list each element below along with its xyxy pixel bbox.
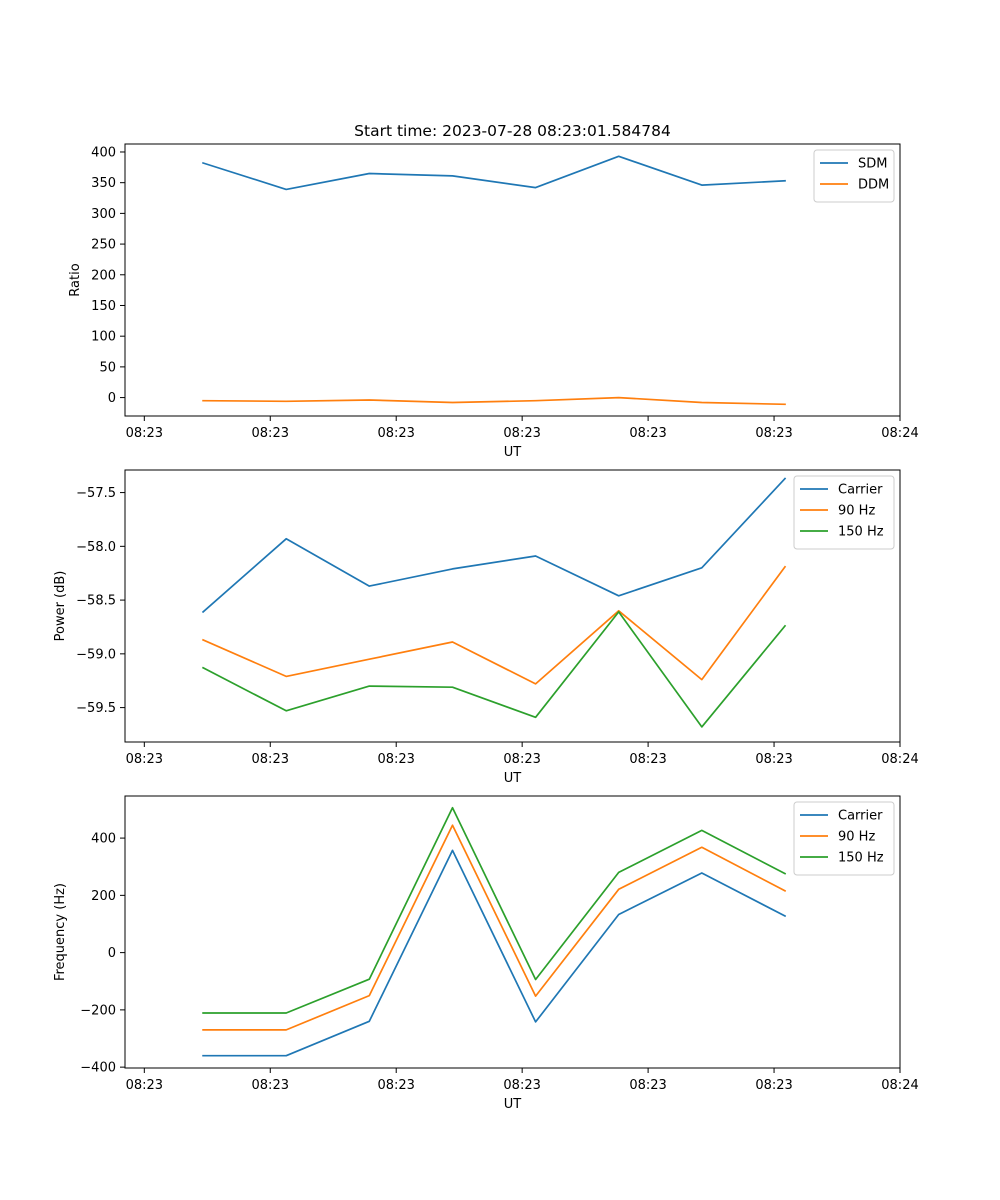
chart-title: Start time: 2023-07-28 08:23:01.584784	[354, 122, 671, 140]
x-tick-label: 08:23	[377, 1078, 414, 1093]
legend-label: 150 Hz	[838, 851, 884, 866]
x-tick-label: 08:23	[629, 1078, 666, 1093]
y-tick-label: −400	[80, 1061, 116, 1076]
y-tick-label: 400	[91, 832, 116, 847]
x-axis-label: UT	[504, 1097, 522, 1112]
y-tick-label: 0	[108, 391, 116, 406]
x-tick-label: 08:23	[126, 1078, 163, 1093]
legend-label: Carrier	[838, 483, 883, 498]
legend-label: 90 Hz	[838, 830, 875, 845]
y-tick-label: 250	[91, 238, 116, 253]
x-axis-label: UT	[504, 445, 522, 460]
y-tick-label: 300	[91, 207, 116, 222]
chart-panel-2: 08:23 08:23 08:23 08:23 08:23 08:23 08:24 −59.5…	[53, 469, 919, 786]
y-tick-label: −58.5	[76, 594, 116, 609]
y-axis-label: Power (dB)	[53, 571, 68, 642]
y-tick-label: 50	[99, 360, 116, 375]
y-tick-label: 400	[91, 145, 116, 160]
x-tick-label: 08:23	[629, 752, 666, 767]
y-tick-label: −59.5	[76, 701, 116, 716]
chart-panel-1: Start time: 2023-07-28 08:23:01.584784 08…	[68, 122, 919, 460]
legend: SDM DDM	[813, 149, 895, 203]
x-tick-label: 08:24	[881, 1078, 918, 1093]
x-tick-label: 08:24	[881, 426, 918, 441]
legend: Carrier 90 Hz 150 Hz	[793, 475, 895, 550]
legend-label: 150 Hz	[838, 525, 884, 540]
legend-label: SDM	[858, 157, 887, 172]
legend-label: Carrier	[838, 809, 883, 824]
x-tick-label: 08:23	[126, 752, 163, 767]
y-tick-label: −59.0	[76, 647, 116, 662]
y-tick-label: 100	[91, 330, 116, 345]
legend-label: DDM	[858, 178, 889, 193]
x-tick-label: 08:23	[252, 1078, 289, 1093]
series-line-sdm	[202, 155, 786, 191]
chart-panel-3: 08:23 08:23 08:23 08:23 08:23 08:23 08:24 −400 −…	[53, 795, 919, 1112]
y-tick-label: 350	[91, 176, 116, 191]
plot-area-frame	[124, 795, 901, 1069]
x-tick-label: 08:23	[377, 752, 414, 767]
x-tick-label: 08:23	[755, 752, 792, 767]
y-tick-label: 200	[91, 889, 116, 904]
series-line-ddm	[202, 396, 786, 406]
series-line-150-hz	[201, 611, 787, 728]
series-line-150-hz	[202, 806, 787, 1014]
x-tick-label: 08:24	[881, 752, 918, 767]
y-tick-label: −58.0	[76, 540, 116, 555]
y-tick-label: 150	[91, 299, 116, 314]
plot-area-frame	[124, 469, 901, 743]
x-tick-label: 08:23	[755, 426, 792, 441]
series-line-carrier	[202, 849, 787, 1057]
y-tick-label: −57.5	[76, 486, 116, 501]
x-tick-label: 08:23	[503, 1078, 540, 1093]
series-line-90-hz	[202, 824, 787, 1031]
y-tick-label: 0	[108, 946, 116, 961]
y-axis-label: Frequency (Hz)	[53, 883, 68, 981]
series-line-90-hz	[201, 565, 787, 685]
legend-label: 90 Hz	[838, 504, 875, 519]
y-tick-label: 200	[91, 268, 116, 283]
x-tick-label: 08:23	[252, 752, 289, 767]
x-tick-label: 08:23	[755, 1078, 792, 1093]
plot-area-frame	[124, 143, 901, 417]
x-tick-label: 08:23	[503, 426, 540, 441]
legend: Carrier 90 Hz 150 Hz	[793, 801, 895, 876]
x-tick-label: 08:23	[377, 426, 414, 441]
y-axis-label: Ratio	[68, 263, 83, 296]
x-tick-label: 08:23	[126, 426, 163, 441]
x-tick-label: 08:23	[629, 426, 666, 441]
y-tick-label: −200	[80, 1003, 116, 1018]
x-tick-label: 08:23	[252, 426, 289, 441]
x-tick-label: 08:23	[503, 752, 540, 767]
x-axis-label: UT	[504, 771, 522, 786]
series-line-carrier	[201, 477, 787, 614]
